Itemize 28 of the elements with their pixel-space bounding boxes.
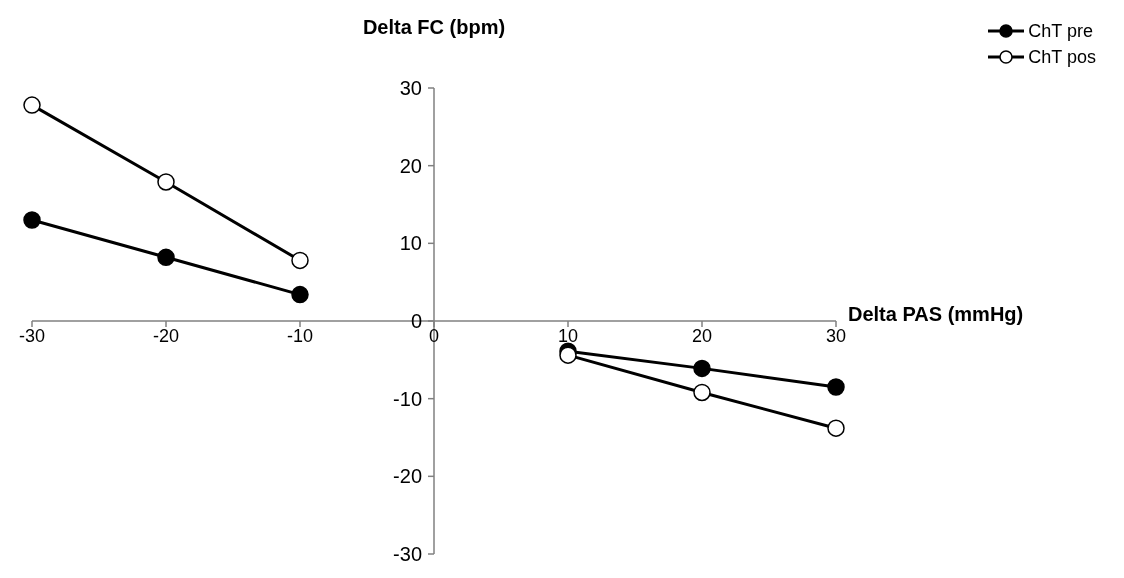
x-tick-label: 20	[691, 325, 713, 346]
point	[559, 346, 577, 364]
x-tick-label: -30	[18, 325, 46, 346]
y-tick-label: -20	[393, 465, 422, 488]
x-tick-label: -20	[152, 325, 180, 346]
x-axis-title: Delta PAS (mmHg)	[848, 303, 1024, 326]
y-axis-title: Delta FC (bpm)	[361, 16, 507, 39]
point	[827, 378, 845, 396]
y-tick-label: 30	[399, 77, 422, 100]
point	[23, 211, 41, 229]
point	[23, 96, 41, 114]
legend-label: ChT pos	[1028, 46, 1096, 68]
x-tick-label: 0	[428, 325, 440, 346]
point	[291, 285, 309, 304]
y-tick-label: -10	[393, 387, 422, 410]
point	[157, 248, 175, 267]
point	[827, 419, 845, 437]
point	[291, 251, 309, 270]
point	[693, 383, 711, 402]
point	[157, 173, 175, 191]
x-tick-label: 10	[557, 325, 579, 346]
point	[693, 359, 711, 378]
x-tick-label: -10	[286, 325, 314, 346]
legend-label: ChT pre	[1028, 20, 1093, 42]
y-tick-label: -30	[393, 543, 422, 566]
y-tick-label: 10	[399, 232, 422, 255]
y-tick-label: 20	[399, 154, 422, 177]
x-tick-label: 30	[825, 325, 847, 346]
